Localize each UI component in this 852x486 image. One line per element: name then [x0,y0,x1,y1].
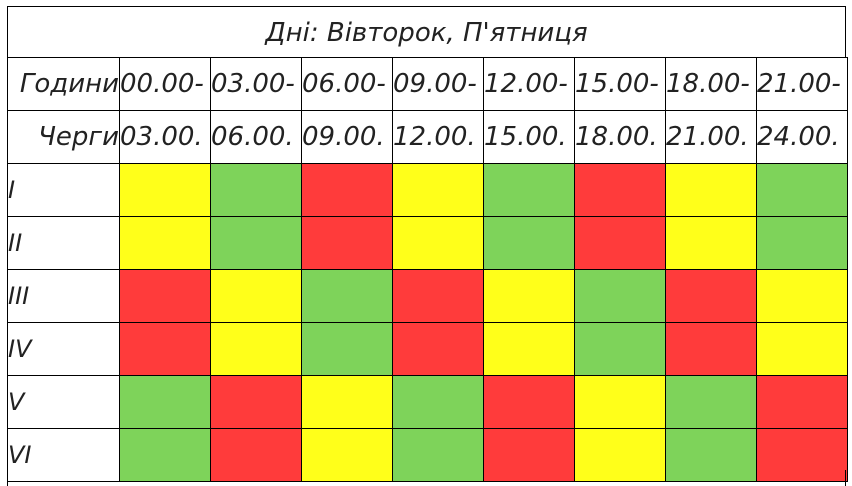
status-cell-yellow [574,375,666,429]
status-cell-green [119,375,211,429]
status-cell-red [210,375,302,429]
status-cell-yellow [665,163,757,217]
status-cell-yellow [301,428,393,482]
queue-label: III [7,269,120,323]
status-cell-red [392,322,484,376]
hour-end-cell: 03.00. [119,110,211,164]
queue-label: IV [7,322,120,376]
status-cell-yellow [756,269,848,323]
hour-end-cell: 09.00. [301,110,393,164]
status-cell-green [665,375,757,429]
hours-label: Години [7,57,120,111]
status-cell-green [392,428,484,482]
queue-row: I [7,163,848,217]
status-cell-yellow [665,216,757,270]
hour-end-cell: 15.00. [483,110,575,164]
status-cell-red [483,375,575,429]
status-cell-green [392,375,484,429]
queue-row: V [7,375,848,429]
queue-label: V [7,375,120,429]
status-cell-yellow [756,322,848,376]
status-cell-green [756,163,848,217]
status-cell-yellow [210,269,302,323]
status-cell-yellow [119,216,211,270]
hour-end-cell: 12.00. [392,110,484,164]
outage-schedule-table: Години 00.00- 03.00- 06.00- 09.00- 12.00… [7,57,848,482]
status-cell-yellow [301,375,393,429]
status-cell-red [210,428,302,482]
queue-label: II [7,216,120,270]
status-cell-red [665,322,757,376]
status-cell-red [301,163,393,217]
status-cell-green [665,428,757,482]
status-cell-red [301,216,393,270]
status-cell-green [210,216,302,270]
status-cell-red [574,163,666,217]
status-cell-green [574,322,666,376]
hour-end-cell: 06.00. [210,110,302,164]
status-cell-green [756,216,848,270]
queue-row: II [7,216,848,270]
queue-label: VI [7,428,120,482]
status-cell-red [392,269,484,323]
schedule-title: Дні: Вівторок, П'ятниця [7,6,846,58]
status-cell-yellow [574,428,666,482]
status-cell-yellow [483,322,575,376]
hour-start-cell: 12.00- [483,57,575,111]
queue-row: III [7,269,848,323]
hour-end-cell: 21.00. [665,110,757,164]
status-cell-yellow [392,163,484,217]
table-bottom-strip [7,470,846,486]
status-cell-red [574,216,666,270]
status-cell-green [301,322,393,376]
hour-start-cell: 03.00- [210,57,302,111]
status-cell-red [665,269,757,323]
hour-start-cell: 18.00- [665,57,757,111]
hour-start-cell: 09.00- [392,57,484,111]
status-cell-yellow [119,163,211,217]
queue-label: I [7,163,120,217]
queues-label: Черги [7,110,120,164]
hour-start-cell: 15.00- [574,57,666,111]
queues-header-row: Черги 03.00. 06.00. 09.00. 12.00. 15.00.… [7,110,848,164]
status-cell-yellow [392,216,484,270]
status-cell-yellow [210,322,302,376]
hour-end-cell: 18.00. [574,110,666,164]
status-cell-green [210,163,302,217]
queue-row: IV [7,322,848,376]
status-cell-green [119,428,211,482]
hour-start-cell: 06.00- [301,57,393,111]
hour-start-cell: 00.00- [119,57,211,111]
hour-start-cell: 21.00- [756,57,848,111]
status-cell-green [301,269,393,323]
status-cell-yellow [483,269,575,323]
status-cell-red [756,375,848,429]
status-cell-red [119,322,211,376]
status-cell-green [483,216,575,270]
queue-row: VI [7,428,848,482]
hour-end-cell: 24.00. [756,110,848,164]
status-cell-green [483,163,575,217]
status-cell-green [574,269,666,323]
status-cell-red [756,428,848,482]
hours-header-row: Години 00.00- 03.00- 06.00- 09.00- 12.00… [7,57,848,111]
status-cell-red [119,269,211,323]
